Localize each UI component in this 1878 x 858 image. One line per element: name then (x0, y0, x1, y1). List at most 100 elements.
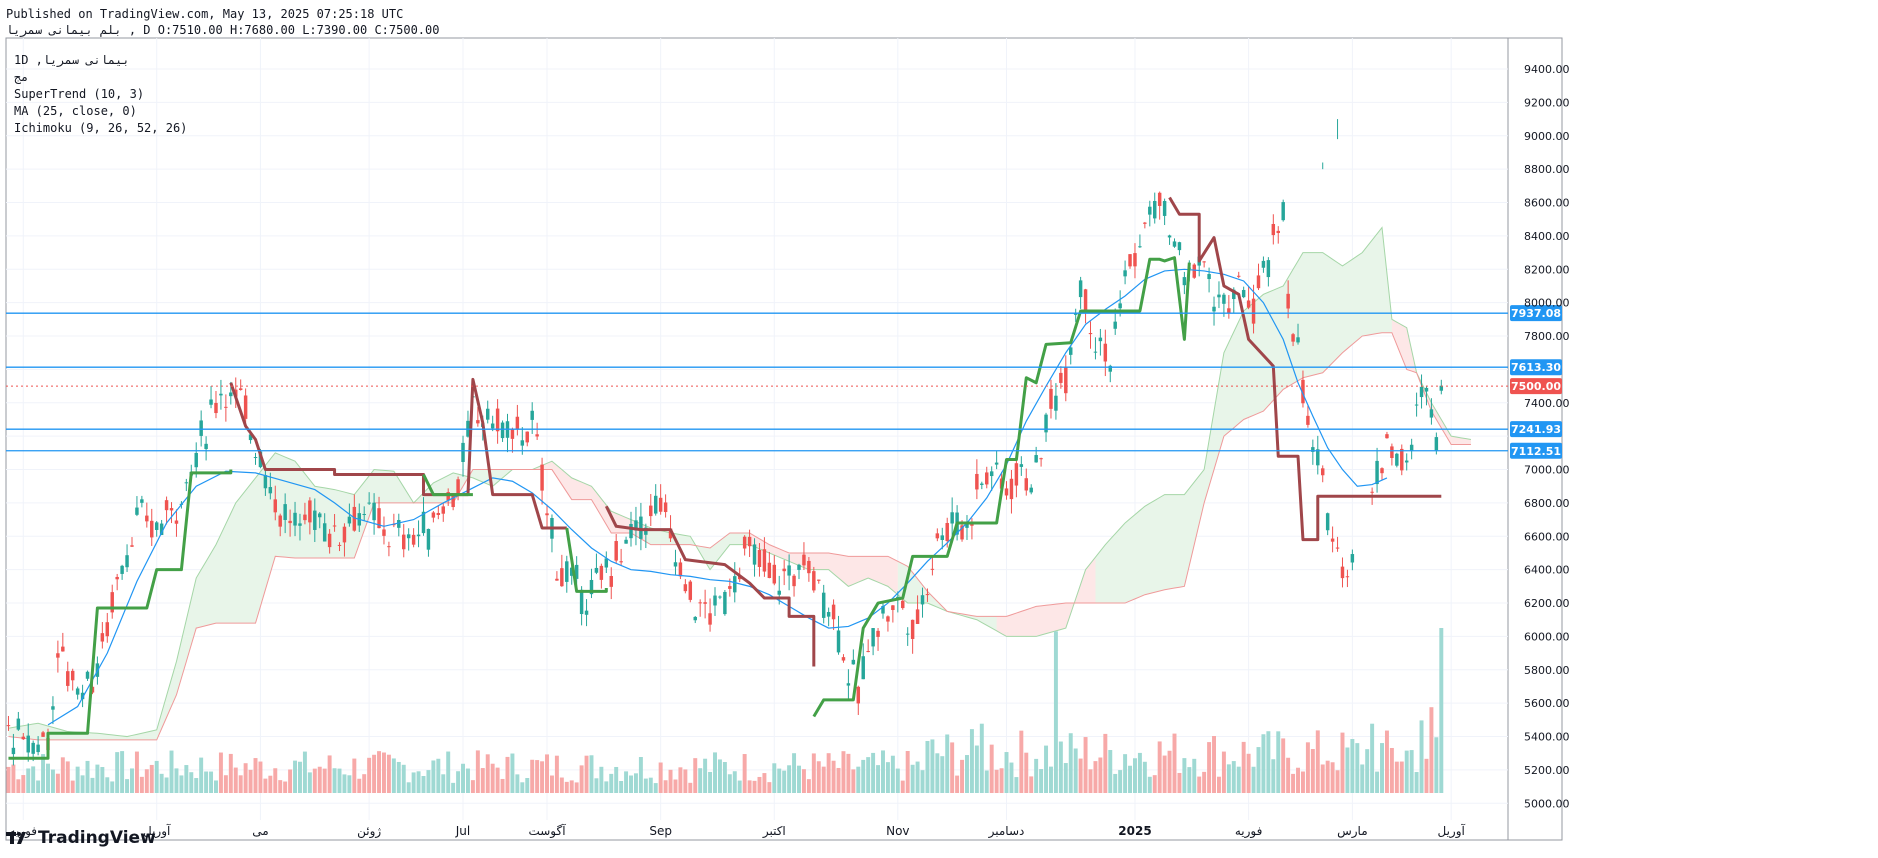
candle-body (1044, 414, 1048, 433)
volume-bar (1325, 760, 1330, 793)
candle (658, 484, 663, 515)
candle (1138, 234, 1142, 248)
volume-bar (347, 775, 352, 793)
price-label-box (1510, 378, 1562, 395)
candle (787, 554, 791, 591)
volume-bar (357, 778, 362, 793)
candle-body (1069, 347, 1073, 355)
candle-body (1236, 275, 1241, 277)
candle-body (80, 692, 85, 700)
volume-bar (703, 758, 708, 793)
volume-bar (767, 782, 772, 793)
supertrend-up-line (8, 469, 233, 760)
volume-bar (307, 772, 312, 793)
candle (1395, 452, 1399, 468)
candle-body (1192, 264, 1196, 278)
price-line-label: 7613.30 (1510, 359, 1562, 376)
volume-bar (1058, 741, 1063, 793)
candle (891, 605, 895, 623)
candle (752, 538, 757, 577)
volume-bar (441, 774, 446, 793)
volume-bar (105, 777, 110, 793)
candle (915, 595, 920, 625)
volume-bar (189, 772, 194, 793)
candle-body (1409, 444, 1414, 451)
candle-body (891, 605, 895, 610)
candle-body (1118, 303, 1122, 309)
candle-body (1261, 260, 1266, 268)
volume-bar (530, 759, 535, 793)
candle-body (1212, 306, 1216, 312)
candle-body (1311, 447, 1315, 452)
candle-body (214, 402, 218, 414)
candle-body (1400, 448, 1404, 471)
candle-body (723, 591, 727, 615)
candle (263, 470, 268, 496)
tradingview-branding[interactable]: TradingView (6, 828, 156, 848)
volume-bar (278, 780, 283, 793)
volume-bar (1380, 743, 1384, 793)
legend-ichimoku[interactable]: Ichimoku (9, 26, 52, 26) (14, 121, 188, 135)
candle (1004, 481, 1009, 500)
candle-body (802, 554, 806, 566)
candle-body (787, 565, 791, 576)
candle-body (1316, 449, 1320, 466)
candle (841, 654, 846, 663)
candle-body (402, 534, 406, 550)
candle-body (436, 512, 441, 515)
candle (362, 506, 366, 521)
volume-bar (1118, 770, 1123, 793)
candle-body (515, 416, 520, 429)
volume-bar (515, 774, 520, 793)
volume-bar (436, 758, 441, 793)
candle-body (1059, 372, 1063, 383)
volume-bar (559, 777, 564, 793)
volume-bar (619, 780, 624, 793)
candle-body (653, 495, 658, 514)
candle (426, 528, 431, 557)
volume-bar (475, 750, 480, 793)
candle (910, 619, 915, 654)
volume-bar (1137, 752, 1142, 793)
candle-body (1241, 289, 1246, 298)
candle (1103, 329, 1108, 377)
candle (856, 685, 861, 715)
ichimoku-cloud (8, 226, 1472, 741)
candle-body (683, 584, 688, 592)
legend-supertrend[interactable]: SuperTrend (10, 3) (14, 87, 145, 101)
candle-body (11, 747, 16, 755)
candle-body (461, 442, 465, 462)
candle (767, 552, 772, 579)
candle-body (1345, 576, 1350, 578)
candle (1039, 457, 1043, 467)
candle (11, 733, 16, 766)
volume-bar (935, 753, 940, 793)
candle-body (767, 562, 772, 579)
candle-body (920, 595, 925, 605)
candle-body (298, 523, 302, 526)
volume-bar (31, 766, 36, 793)
volume-bar (1340, 732, 1345, 793)
volume-bar (169, 750, 174, 793)
candle (1316, 435, 1320, 475)
volume-bar (263, 778, 268, 793)
candle (421, 497, 426, 536)
candle (649, 493, 653, 527)
volume-bar (732, 771, 737, 793)
candle-body (545, 513, 549, 516)
candle-body (416, 534, 421, 537)
volume-bar (238, 775, 243, 793)
volume-bar (75, 766, 80, 793)
candle (1345, 569, 1350, 588)
y-tick-label: 6000.00 (1524, 630, 1570, 643)
volume-bar (979, 723, 984, 793)
legend-ma[interactable]: MA (25, close, 0) (14, 104, 137, 118)
candle (1266, 257, 1271, 287)
volume-bar (1241, 741, 1246, 793)
candle (298, 513, 302, 541)
volume-bar (762, 773, 767, 793)
volume-bar (1286, 757, 1291, 793)
volume-bar (1335, 770, 1340, 793)
volume-bar (668, 769, 673, 793)
